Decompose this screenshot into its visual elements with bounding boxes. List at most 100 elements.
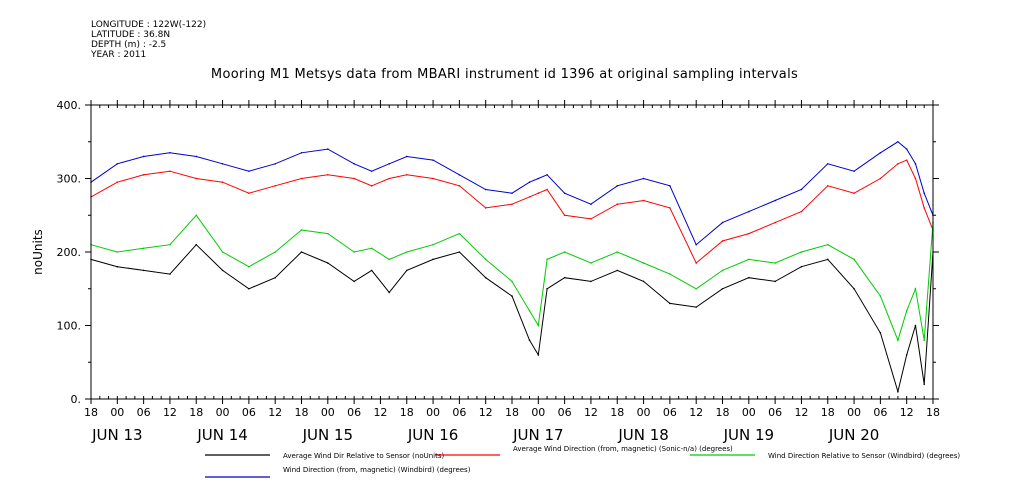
- series-line-1: [90, 159, 934, 264]
- x-hour-label: 12: [163, 406, 177, 419]
- series-point: [388, 163, 391, 165]
- x-hour-label: 06: [452, 406, 466, 419]
- series-point: [642, 280, 645, 283]
- series-point: [116, 181, 119, 183]
- x-hour-label: 18: [716, 406, 730, 419]
- series-point: [221, 163, 224, 165]
- x-hour-label: 06: [768, 406, 782, 419]
- series-point: [388, 291, 391, 294]
- series-point: [432, 159, 434, 161]
- x-day-label: JUN 18: [617, 426, 668, 444]
- series-point: [897, 390, 899, 393]
- x-day-label: JUN 20: [828, 426, 879, 444]
- series-point: [405, 174, 408, 176]
- series-point: [370, 170, 373, 172]
- series-line-0: [90, 243, 934, 394]
- series-point: [537, 192, 540, 194]
- series-point: [116, 265, 119, 268]
- series-point: [563, 214, 566, 217]
- x-hour-label: 00: [847, 406, 861, 419]
- series-point: [116, 251, 119, 253]
- series-point: [327, 232, 329, 235]
- series-point: [669, 207, 671, 209]
- series-point: [327, 174, 329, 176]
- x-hour-label: 06: [558, 406, 572, 419]
- series-point: [826, 163, 829, 165]
- meta-year: YEAR : 2011: [91, 50, 147, 60]
- legend-label-2: Wind Direction Relative to Sensor (Windb…: [768, 452, 960, 460]
- x-hour-label: 18: [189, 406, 203, 419]
- series-point: [826, 243, 829, 246]
- x-hour-label: 18: [821, 406, 835, 419]
- x-hour-label: 00: [110, 406, 124, 419]
- series-point: [274, 251, 276, 253]
- series-point: [669, 302, 671, 305]
- series-point: [905, 310, 908, 312]
- series-point: [546, 188, 548, 191]
- series-point: [748, 210, 750, 213]
- series-line-2: [90, 214, 934, 342]
- series-point: [169, 273, 171, 275]
- series-point: [590, 203, 592, 206]
- series-point: [905, 159, 908, 161]
- legend-label-0: Average Wind Dir Relative to Sensor (noU…: [283, 452, 444, 460]
- series-point: [879, 332, 882, 334]
- series-point: [590, 262, 592, 264]
- x-hour-label: 12: [268, 406, 282, 419]
- series-point: [327, 262, 329, 264]
- series-point: [169, 151, 171, 154]
- series-point: [221, 269, 224, 272]
- series-point: [511, 192, 513, 194]
- y-tick-label: 100.: [57, 320, 82, 333]
- series-point: [721, 269, 724, 272]
- series-point: [528, 339, 531, 342]
- series-point: [695, 243, 697, 246]
- y-tick-label: 300.: [57, 173, 82, 186]
- series-point: [826, 185, 829, 187]
- plot-frame: [90, 104, 934, 400]
- series-point: [484, 276, 487, 279]
- x-hour-label: 06: [347, 406, 361, 419]
- series-point: [353, 280, 355, 283]
- series-point: [563, 192, 566, 194]
- series-point: [546, 287, 548, 290]
- series-point: [353, 251, 355, 253]
- series-point: [248, 170, 250, 172]
- series-point: [914, 177, 917, 180]
- series-point: [528, 310, 531, 312]
- series-point: [748, 276, 750, 279]
- series-point: [563, 251, 566, 253]
- series-point: [195, 214, 198, 217]
- x-hour-label: 00: [531, 406, 545, 419]
- series-point: [458, 185, 461, 187]
- series-point: [897, 339, 899, 342]
- series-point: [327, 148, 329, 150]
- series-point: [432, 243, 434, 246]
- series-point: [537, 324, 540, 327]
- series-point: [405, 155, 408, 158]
- x-hour-label: 12: [479, 406, 493, 419]
- series-point: [923, 192, 926, 194]
- series-point: [537, 177, 540, 180]
- x-day-label: JUN 17: [512, 426, 563, 444]
- series-point: [195, 155, 198, 158]
- series-point: [669, 273, 671, 275]
- x-hour-label: 12: [900, 406, 914, 419]
- series-point: [616, 251, 619, 253]
- series-point: [405, 251, 408, 253]
- series-point: [774, 199, 776, 202]
- x-hour-label: 18: [505, 406, 519, 419]
- series-point: [695, 287, 697, 290]
- series-point: [642, 199, 645, 202]
- series-point: [432, 258, 434, 261]
- series-point: [879, 177, 882, 180]
- series-point: [195, 243, 198, 246]
- legend-label-3: Wind Direction (from, magnetic) (Windbir…: [283, 466, 471, 474]
- series-point: [616, 185, 619, 187]
- x-hour-label: 00: [216, 406, 230, 419]
- series-point: [248, 265, 250, 268]
- series-point: [116, 163, 119, 165]
- series-point: [721, 221, 724, 224]
- x-hour-label: 00: [637, 406, 651, 419]
- series-point: [546, 258, 548, 261]
